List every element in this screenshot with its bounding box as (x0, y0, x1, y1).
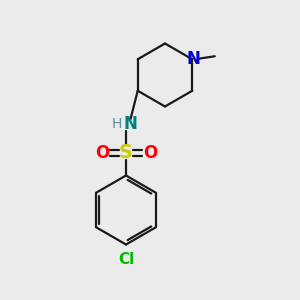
Text: O: O (143, 144, 157, 162)
Text: N: N (187, 50, 201, 68)
Text: O: O (95, 144, 109, 162)
Text: Cl: Cl (118, 252, 134, 267)
Text: N: N (124, 116, 137, 134)
Text: S: S (119, 143, 133, 163)
Text: H: H (112, 117, 122, 131)
